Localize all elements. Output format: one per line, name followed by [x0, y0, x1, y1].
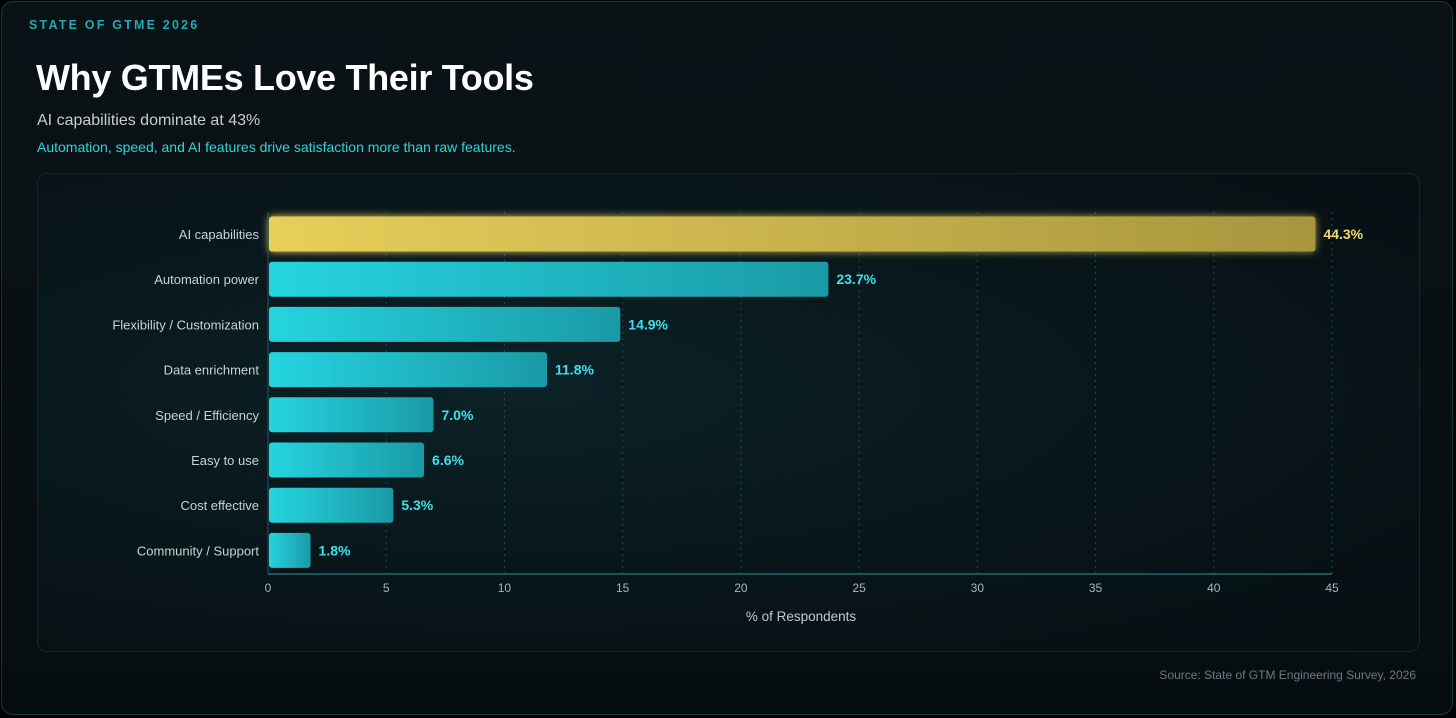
x-tick-label: 35 [1089, 581, 1103, 595]
source-note: Source: State of GTM Engineering Survey,… [1159, 668, 1416, 682]
data-label: 23.7% [836, 271, 876, 287]
page-subtitle: AI capabilities dominate at 43% [37, 112, 261, 129]
category-label: Community / Support [137, 543, 259, 558]
bar [269, 487, 394, 523]
x-tick-label: 25 [852, 581, 866, 595]
chart-card: AI capabilities 44.3% Automation power 23.7… [37, 173, 1420, 652]
category-label: Automation power [154, 272, 259, 287]
bar-chart: AI capabilities 44.3% Automation power 23.7… [112, 212, 1364, 624]
x-tick-label: 40 [1207, 581, 1221, 595]
data-label: 11.8% [555, 362, 594, 378]
x-tick-label: 5 [383, 581, 390, 595]
page-title: Why GTMEs Love Their Tools [36, 57, 534, 98]
x-tick-label: 0 [265, 581, 272, 595]
data-label: 1.8% [319, 542, 351, 558]
x-axis: 0 5 10 15 20 25 30 35 40 45 [265, 212, 1339, 595]
x-tick-label: 15 [616, 581, 630, 595]
x-axis-title: % of Respondents [746, 609, 857, 624]
data-label: 7.0% [442, 407, 474, 423]
bar [269, 261, 829, 297]
data-label: 5.3% [401, 497, 433, 513]
x-tick-label: 45 [1325, 581, 1339, 595]
category-label: Flexibility / Customization [112, 317, 259, 332]
data-label: 6.6% [432, 452, 464, 468]
bar [269, 532, 311, 568]
category-label: Easy to use [191, 453, 259, 468]
x-tick-label: 10 [498, 581, 512, 595]
page-tagline: Automation, speed, and AI features drive… [37, 139, 516, 155]
category-label: Speed / Efficiency [155, 408, 259, 423]
bar [269, 352, 548, 388]
category-label: Cost effective [180, 498, 259, 513]
category-label: Data enrichment [164, 363, 260, 378]
eyebrow-label: STATE OF GTME 2026 [29, 18, 200, 32]
data-label: 14.9% [628, 316, 668, 332]
bars: AI capabilities 44.3% Automation power 23.7… [112, 216, 1364, 568]
category-label: AI capabilities [179, 227, 260, 242]
bar [269, 442, 425, 478]
bar [269, 306, 621, 342]
data-label: 44.3% [1323, 226, 1363, 242]
x-tick-label: 20 [734, 581, 748, 595]
bar [269, 397, 434, 433]
x-tick-label: 30 [971, 581, 985, 595]
bar [269, 216, 1316, 252]
